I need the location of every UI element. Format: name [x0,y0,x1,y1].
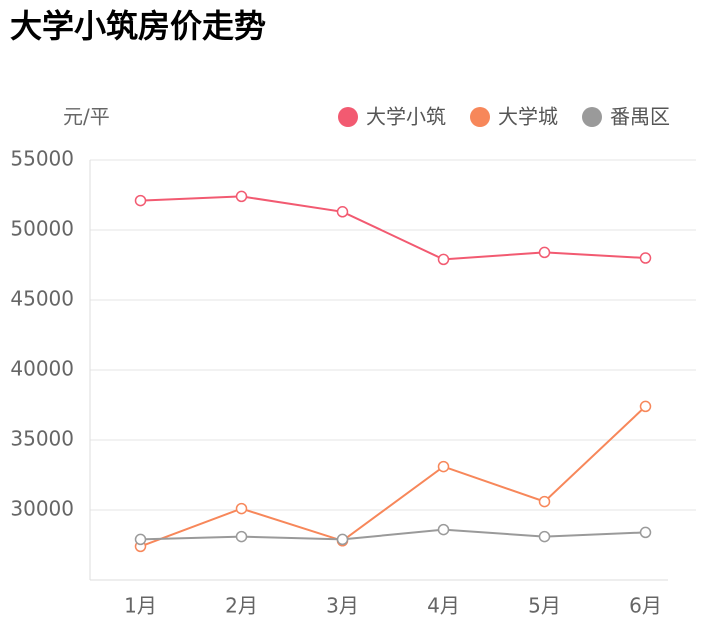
data-point [134,533,147,546]
data-point [538,246,551,259]
data-point [134,194,147,207]
y-tick-label: 40000 [10,357,74,381]
data-point [639,526,652,539]
y-tick-label: 45000 [10,287,74,311]
data-point [538,495,551,508]
data-point [639,400,652,413]
data-point [336,533,349,546]
y-unit: 元/平 [63,105,110,129]
y-tick-label: 55000 [10,147,74,171]
y-tick-label: 50000 [10,217,74,241]
x-tick-label: 5月 [528,594,561,618]
series-line [140,195,646,261]
data-point [235,530,248,543]
legend-label: 大学城 [498,105,558,129]
data-point [235,502,248,515]
y-tick-label: 30000 [10,497,74,521]
data-point [538,530,551,543]
legend-marker [338,107,358,127]
series-line [140,528,646,541]
x-tick-label: 4月 [427,594,460,618]
legend-marker [470,107,490,127]
legend-label: 番禺区 [610,105,670,129]
y-tick-label: 35000 [10,427,74,451]
series-line [140,405,647,548]
x-tick-label: 6月 [629,594,662,618]
legend-label: 大学小筑 [366,105,446,129]
data-point [437,460,450,473]
x-tick-label: 1月 [124,594,157,618]
chart-title: 大学小筑房价走势 [10,7,266,45]
x-tick-label: 2月 [225,594,258,618]
x-tick-label: 3月 [326,594,359,618]
data-point [235,190,248,203]
data-point [336,206,349,218]
data-point [437,523,450,536]
legend-marker [582,107,602,127]
data-point [639,252,652,264]
data-point [437,253,450,266]
